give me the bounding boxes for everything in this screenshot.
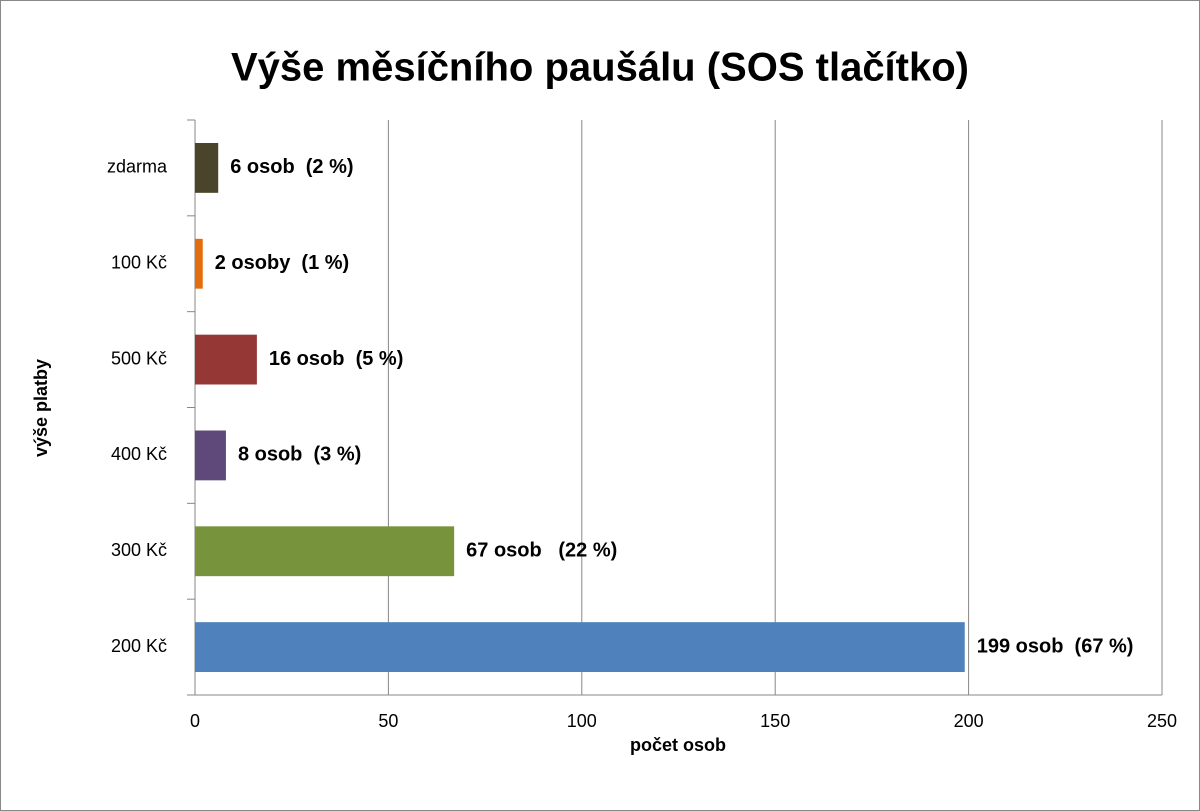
y-tick-label: 400 Kč xyxy=(111,444,167,464)
value-label: 67 osob (22 %) xyxy=(466,540,617,562)
y-tick-label: 500 Kč xyxy=(111,348,167,368)
value-label: 2 osoby (1 %) xyxy=(215,252,349,274)
x-tick-label: 250 xyxy=(1147,711,1177,731)
y-tick-label: 100 Kč xyxy=(111,253,167,273)
bar xyxy=(195,143,219,193)
y-tick-label: 200 Kč xyxy=(111,636,167,656)
bar xyxy=(195,526,455,577)
chart-title: Výše měsíčního paušálu (SOS tlačítko) xyxy=(231,46,969,90)
value-label: 8 osob (3 %) xyxy=(238,444,361,466)
x-tick-label: 100 xyxy=(567,711,597,731)
x-tick-label: 50 xyxy=(378,711,398,731)
value-label: 16 osob (5 %) xyxy=(269,348,403,370)
bar xyxy=(195,622,965,672)
y-tick-label: 300 Kč xyxy=(111,540,167,560)
x-tick-label: 200 xyxy=(954,711,984,731)
value-label: 199 osob (67 %) xyxy=(977,635,1134,657)
x-tick-label: 0 xyxy=(190,711,200,731)
y-axis-title: výše platby xyxy=(31,359,51,457)
x-tick-label: 150 xyxy=(760,711,790,731)
bar xyxy=(195,430,226,481)
x-axis-title: počet osob xyxy=(630,735,726,755)
bar xyxy=(195,238,203,289)
y-tick-label: zdarma xyxy=(107,157,168,177)
bar xyxy=(195,334,257,385)
value-label: 6 osob (2 %) xyxy=(230,156,353,178)
